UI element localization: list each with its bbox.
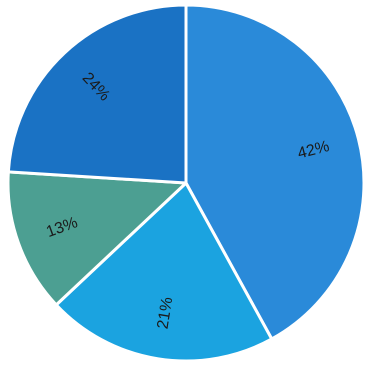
pie-labels: 42%21%13%24% [44,69,331,330]
pie-slice-label-1: 21% [154,296,176,330]
pie-slice-2 [6,170,188,307]
pie-slice-3 [6,3,188,185]
pie-slice-0 [184,3,366,341]
pie-slices [6,3,366,363]
pie-slice-1 [54,181,274,363]
